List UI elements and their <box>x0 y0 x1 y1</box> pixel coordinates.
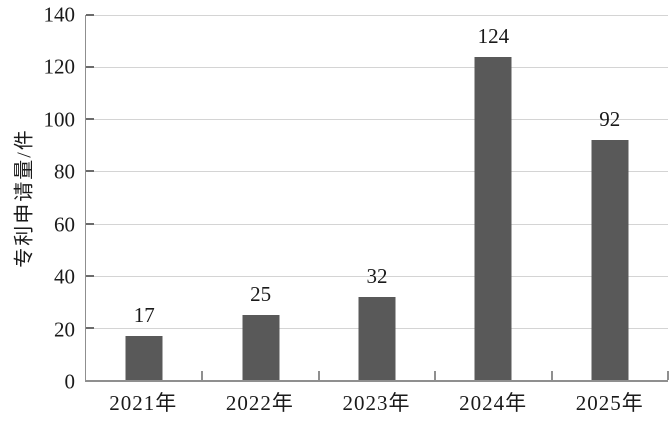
gridline <box>86 275 668 277</box>
y-tick-label: 120 <box>43 54 76 79</box>
bar-value-label: 32 <box>366 263 388 288</box>
y-tick-label: 60 <box>54 212 75 237</box>
y-tick-label: 140 <box>43 2 76 27</box>
y-tick-label: 0 <box>64 369 76 394</box>
bar-value-label: 92 <box>599 107 621 132</box>
y-tick-label: 100 <box>43 107 76 132</box>
plot-area: 17 25 32 124 92 <box>85 14 669 382</box>
gridline <box>86 171 668 173</box>
y-tick-label: 80 <box>54 159 75 184</box>
bar-value-label: 124 <box>477 23 510 48</box>
bar <box>474 56 512 380</box>
x-axis-tick <box>317 371 320 380</box>
y-tick-label: 20 <box>54 317 75 342</box>
y-axis-tick <box>86 274 94 277</box>
y-axis-tick <box>86 118 94 121</box>
x-axis-tick <box>434 371 437 380</box>
x-tick-label: 2023年 <box>342 391 411 415</box>
x-axis-tick <box>667 371 669 380</box>
gridline <box>86 119 668 121</box>
y-axis-tick <box>86 66 94 69</box>
bar <box>591 140 629 380</box>
y-axis-tick <box>86 326 94 329</box>
gridline <box>86 67 668 69</box>
gridline <box>86 15 668 16</box>
bar-value-label: 25 <box>250 281 272 306</box>
y-axis-tick <box>86 222 94 225</box>
x-axis-tick <box>550 371 553 380</box>
x-tick-label: 2025年 <box>575 391 644 415</box>
x-tick-label: 2022年 <box>225 391 294 415</box>
x-axis-tick-labels: 2021年 2022年 2023年 2024年 2025年 <box>85 391 668 423</box>
x-tick-label: 2024年 <box>459 391 528 415</box>
y-axis-tick <box>86 170 94 173</box>
bar <box>358 296 396 380</box>
x-axis-tick <box>201 371 204 380</box>
y-axis-tick <box>86 14 94 16</box>
x-tick-label: 2021年 <box>109 391 178 415</box>
y-axis-tick-labels: 0 20 40 60 80 100 120 140 <box>0 4 76 392</box>
bar <box>125 335 163 380</box>
bar <box>242 314 280 380</box>
y-tick-label: 40 <box>54 264 75 289</box>
gridline <box>86 223 668 225</box>
bar-value-label: 17 <box>133 302 155 327</box>
